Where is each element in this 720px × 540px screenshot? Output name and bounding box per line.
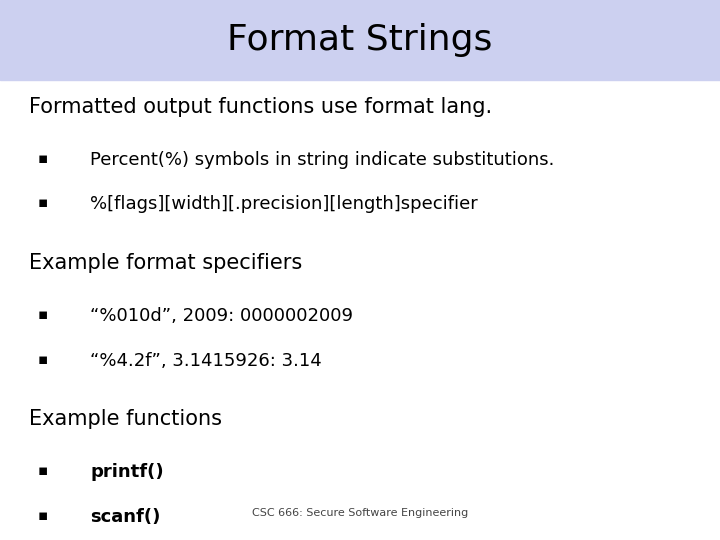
Text: Example functions: Example functions: [29, 409, 222, 429]
Text: printf(): printf(): [90, 463, 163, 481]
Text: Format Strings: Format Strings: [228, 23, 492, 57]
Text: CSC 666: Secure Software Engineering: CSC 666: Secure Software Engineering: [252, 508, 468, 518]
Text: “%4.2f”, 3.1415926: 3.14: “%4.2f”, 3.1415926: 3.14: [90, 352, 322, 369]
Text: Example format specifiers: Example format specifiers: [29, 253, 302, 273]
Text: Percent(%) symbols in string indicate substitutions.: Percent(%) symbols in string indicate su…: [90, 151, 554, 169]
Text: scanf(): scanf(): [90, 508, 161, 525]
Text: ▪: ▪: [37, 352, 48, 367]
Text: %[flags][width][.precision][length]specifier: %[flags][width][.precision][length]speci…: [90, 195, 478, 213]
Bar: [0, 0, 720, 80]
Text: “%010d”, 2009: 0000002009: “%010d”, 2009: 0000002009: [90, 307, 353, 325]
Text: ▪: ▪: [37, 508, 48, 523]
Text: ▪: ▪: [37, 151, 48, 166]
Text: ▪: ▪: [37, 307, 48, 322]
Text: ▪: ▪: [37, 195, 48, 211]
Text: ▪: ▪: [37, 463, 48, 478]
Text: Formatted output functions use format lang.: Formatted output functions use format la…: [29, 97, 492, 117]
